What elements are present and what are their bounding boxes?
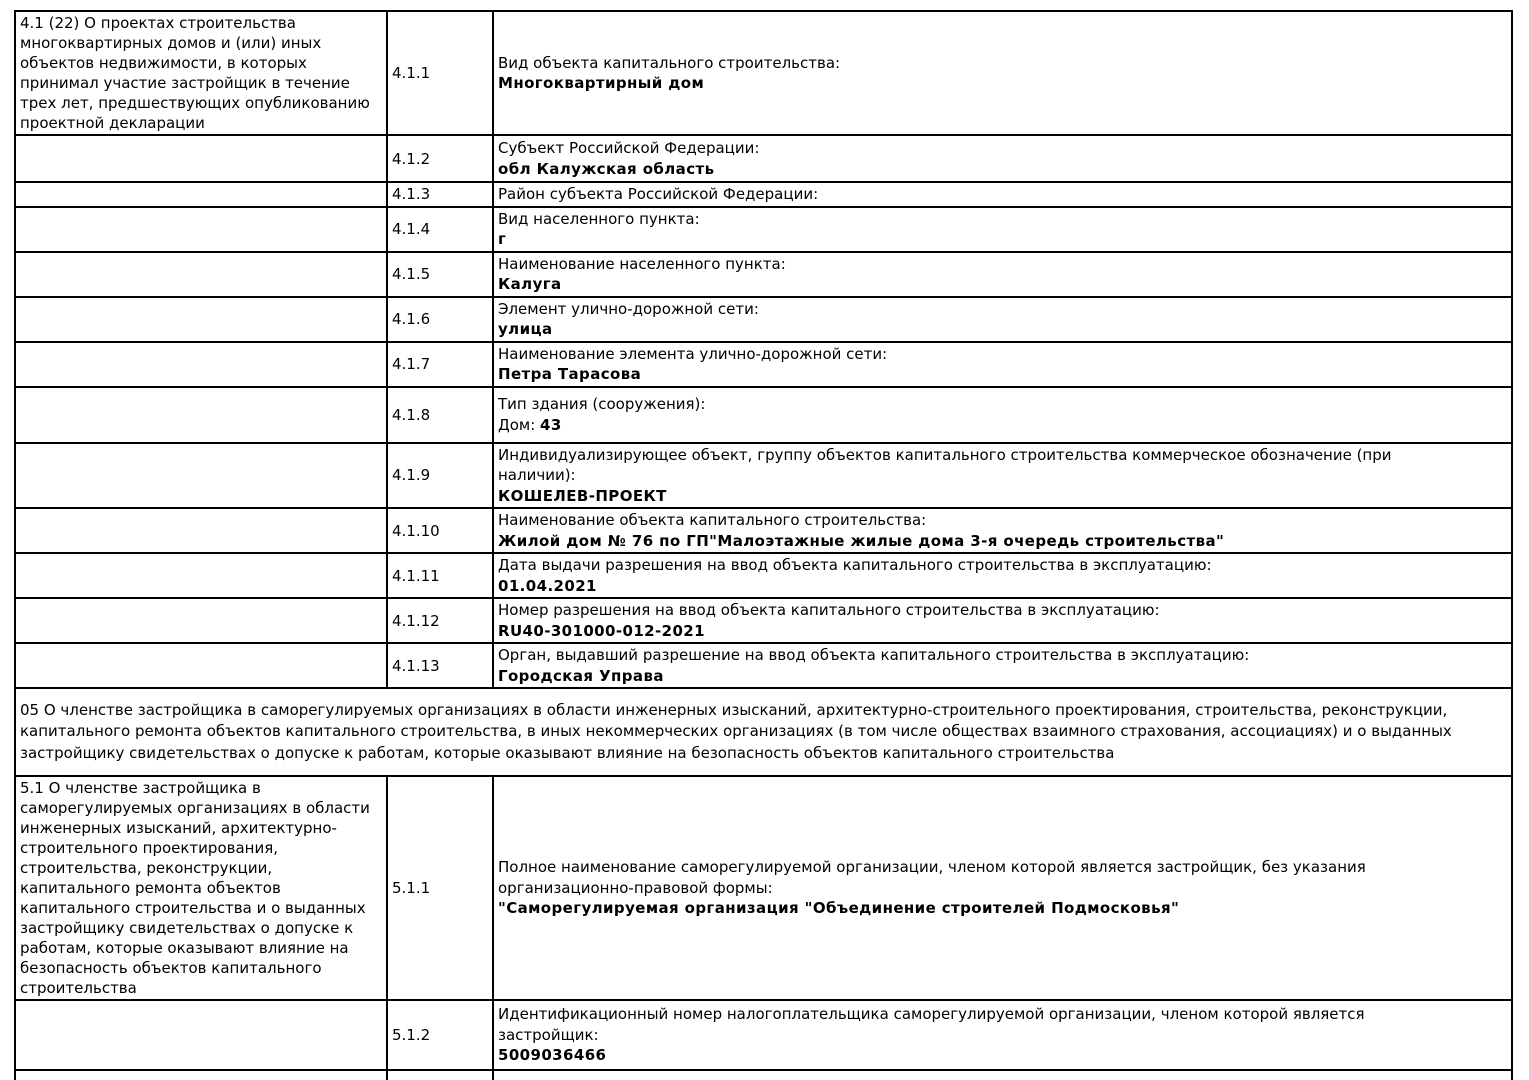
- field-cell: Наименование населенного пункта: Калуга: [492, 250, 1513, 298]
- table-row: 4.1.5 Наименование населенного пункта: К…: [14, 250, 1513, 298]
- table-row: 5.1.3 Номер свидетельства о допуске к ра…: [14, 1069, 1513, 1080]
- field-label: Наименование населенного пункта:: [498, 254, 786, 273]
- description-empty-cell: [14, 340, 388, 388]
- section-header-row: 05 О членстве застройщика в саморегулиру…: [14, 687, 1513, 777]
- table-row: 4.1.4 Вид населенного пункта: г: [14, 205, 1513, 253]
- field-label: Элемент улично-дорожной сети:: [498, 299, 759, 318]
- field-cell: Номер свидетельства о допуске к работам,…: [492, 1069, 1513, 1080]
- item-number: 4.1.3: [386, 181, 494, 208]
- field-label: Номер разрешения на ввод объекта капитал…: [498, 601, 1160, 619]
- field-value: "Саморегулируемая организация "Объединен…: [498, 899, 1180, 918]
- field-label: Наименование элемента улично-дорожной се…: [498, 344, 888, 363]
- field-value: Многоквартирный дом: [498, 74, 705, 92]
- item-number: 5.1.2: [386, 999, 494, 1071]
- description-empty-cell: [14, 1069, 388, 1080]
- item-number: 4.1.7: [386, 340, 494, 388]
- field-cell: Орган, выдавший разрешение на ввод объек…: [492, 642, 1513, 689]
- item-number: 4.1.4: [386, 205, 494, 253]
- table-row: 4.1.12 Номер разрешения на ввод объекта …: [14, 597, 1513, 644]
- declaration-table: 4.1 (22) О проектах строительства многок…: [14, 10, 1513, 1080]
- table-row: 4.1.7 Наименование элемента улично-дорож…: [14, 340, 1513, 388]
- description-empty-cell: [14, 441, 388, 509]
- table-row: 4.1 (22) О проектах строительства многок…: [14, 10, 1513, 136]
- field-label: Полное наименование саморегулируемой орг…: [498, 858, 1366, 897]
- item-number: 4.1.2: [386, 134, 494, 183]
- field-cell: Элемент улично-дорожной сети: улица: [492, 295, 1513, 343]
- table-row: 4.1.9 Индивидуализирующее объект, группу…: [14, 441, 1513, 509]
- item-number: 4.1.11: [386, 552, 494, 599]
- description-empty-cell: [14, 250, 388, 298]
- item-number: 5.1.3: [386, 1069, 494, 1080]
- item-number: 4.1.10: [386, 507, 494, 554]
- table-row: 4.1.13 Орган, выдавший разрешение на вво…: [14, 642, 1513, 689]
- field-cell: Район субъекта Российской Федерации:: [492, 181, 1513, 208]
- field-cell: Номер разрешения на ввод объекта капитал…: [492, 597, 1513, 644]
- field-value: обл Калужская область: [498, 159, 715, 178]
- table-row: 4.1.3 Район субъекта Российской Федераци…: [14, 181, 1513, 208]
- field-value: Калуга: [498, 275, 562, 293]
- item-number: 4.1.5: [386, 250, 494, 298]
- table-row: 5.1.2 Идентификационный номер налогоплат…: [14, 999, 1513, 1071]
- table-row: 5.1 О членстве застройщика в саморегулир…: [14, 775, 1513, 1001]
- description-empty-cell: [14, 507, 388, 554]
- field-label: Район субъекта Российской Федерации:: [498, 185, 819, 203]
- table-row: 4.1.8 Тип здания (сооружения): Дом: 43: [14, 385, 1513, 444]
- field-value: 5009036466: [498, 1046, 607, 1065]
- field-value: Петра Тарасова: [498, 365, 642, 383]
- field-label: Орган, выдавший разрешение на ввод объек…: [498, 646, 1250, 664]
- description-empty-cell: [14, 295, 388, 343]
- description-empty-cell: [14, 642, 388, 689]
- value-prefix: Дом:: [498, 415, 541, 434]
- field-value: улица: [498, 320, 553, 338]
- field-value: Городская Управа: [498, 666, 664, 685]
- description-empty-cell: [14, 552, 388, 599]
- field-cell: Вид объекта капитального строительства: …: [492, 10, 1513, 136]
- item-number: 4.1.13: [386, 642, 494, 689]
- description-empty-cell: [14, 385, 388, 444]
- item-number: 4.1.1: [386, 10, 494, 136]
- field-value: г: [498, 230, 507, 248]
- section-description: 4.1 (22) О проектах строительства многок…: [14, 10, 388, 136]
- field-label: Тип здания (сооружения):: [498, 395, 706, 413]
- field-cell: Тип здания (сооружения): Дом: 43: [492, 385, 1513, 444]
- field-label: Вид объекта капитального строительства:: [498, 53, 841, 72]
- description-empty-cell: [14, 134, 388, 183]
- field-value: Жилой дом № 76 по ГП"Малоэтажные жилые д…: [498, 531, 1225, 550]
- field-cell: Индивидуализирующее объект, группу объек…: [492, 441, 1513, 509]
- item-number: 4.1.9: [386, 441, 494, 509]
- section-description: 5.1 О членстве застройщика в саморегулир…: [14, 775, 388, 1001]
- field-label: Субъект Российской Федерации:: [498, 139, 760, 157]
- item-number: 4.1.12: [386, 597, 494, 644]
- field-cell: Субъект Российской Федерации: обл Калужс…: [492, 134, 1513, 183]
- description-empty-cell: [14, 597, 388, 644]
- item-number: 5.1.1: [386, 775, 494, 1001]
- table-row: 4.1.10 Наименование объекта капитального…: [14, 507, 1513, 554]
- section-header: 05 О членстве застройщика в саморегулиру…: [14, 687, 1513, 777]
- description-empty-cell: [14, 205, 388, 253]
- field-label: Индивидуализирующее объект, группу объек…: [498, 445, 1392, 485]
- description-empty-cell: [14, 181, 388, 208]
- field-value-line: Дом: 43: [498, 415, 1507, 436]
- field-label: Дата выдачи разрешения на ввод объекта к…: [498, 556, 1212, 574]
- table-row: 4.1.2 Субъект Российской Федерации: обл …: [14, 134, 1513, 183]
- description-empty-cell: [14, 999, 388, 1071]
- field-cell: Идентификационный номер налогоплательщик…: [492, 999, 1513, 1071]
- item-number: 4.1.6: [386, 295, 494, 343]
- field-label: Наименование объекта капитального строит…: [498, 511, 927, 529]
- table-row: 4.1.11 Дата выдачи разрешения на ввод об…: [14, 552, 1513, 599]
- field-label: Идентификационный номер налогоплательщик…: [498, 1005, 1365, 1044]
- field-cell: Вид населенного пункта: г: [492, 205, 1513, 253]
- field-value: 43: [540, 415, 562, 434]
- item-number: 4.1.8: [386, 385, 494, 444]
- field-value: RU40-301000-012-2021: [498, 621, 705, 640]
- field-value: 01.04.2021: [498, 576, 597, 595]
- field-cell: Наименование элемента улично-дорожной се…: [492, 340, 1513, 388]
- field-cell: Полное наименование саморегулируемой орг…: [492, 775, 1513, 1001]
- table-row: 4.1.6 Элемент улично-дорожной сети: улиц…: [14, 295, 1513, 343]
- field-value: КОШЕЛЕВ-ПРОЕКТ: [498, 486, 667, 505]
- field-label: Вид населенного пункта:: [498, 209, 700, 228]
- field-cell: Дата выдачи разрешения на ввод объекта к…: [492, 552, 1513, 599]
- field-cell: Наименование объекта капитального строит…: [492, 507, 1513, 554]
